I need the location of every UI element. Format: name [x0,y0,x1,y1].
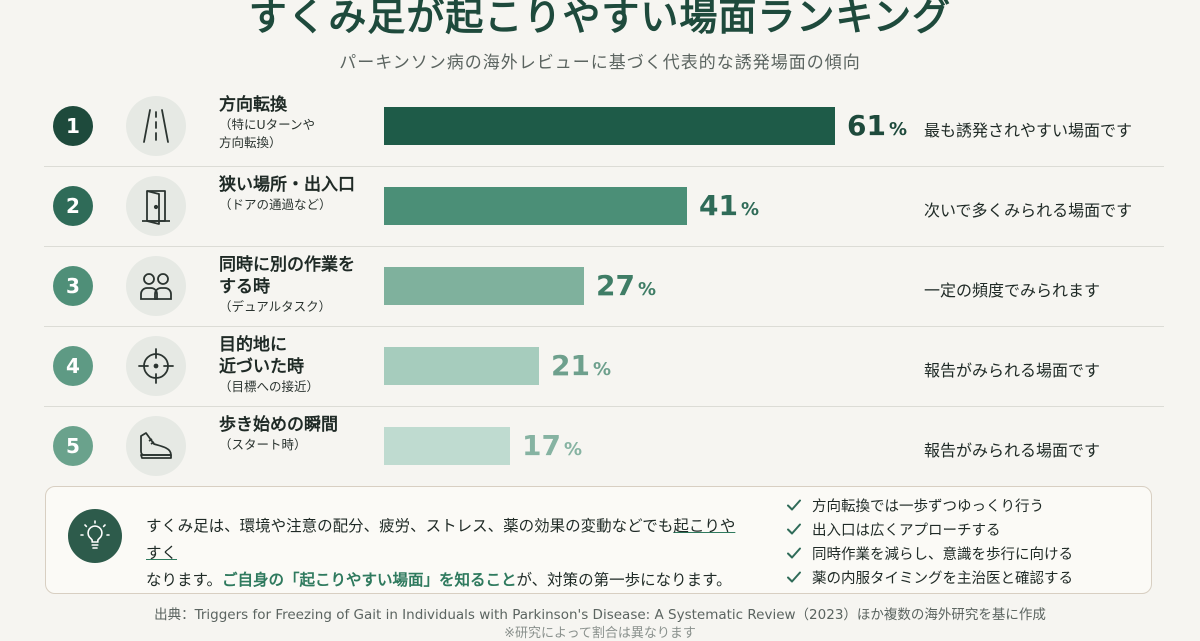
scene-description: 報告がみられる場面です [924,441,1101,460]
people-icon [126,256,186,316]
ranking-row: 2 狭い場所・出入口 （ドアの通過など） 41% 次いで多くみられる場面です [44,167,1164,247]
tip-item: 同時作業を減らし、意識を歩行に向ける [786,541,1146,565]
scene-subtitle: （特にUターンや [219,117,316,132]
scene-subtitle: 方向転換） [219,135,282,150]
footnote: ※研究によって割合は異なります [504,626,696,641]
scene-description: 次いで多くみられる場面です [924,201,1133,220]
bar [384,187,687,225]
scene-label: 同時に別の作業を する時 （デュアルタスク） [219,254,389,316]
target-icon [126,336,186,396]
data-label: 27% [596,269,656,302]
bar-area: 21% [384,347,944,385]
scene-description: 報告がみられる場面です [924,361,1101,380]
scene-title: 同時に別の作業を [219,255,355,275]
scene-label: 狭い場所・出入口 （ドアの通過など） [219,174,389,214]
bar [384,107,835,145]
data-label: 17% [522,429,582,462]
note-text: すくみ足は、環境や注意の配分、疲労、ストレス、薬の効果の変動などでも起こりやすく… [146,513,746,594]
page-title: すくみ足が起こりやすい場面ランキング [248,0,952,39]
check-icon [787,547,801,559]
scene-subtitle: （スタート時） [219,437,307,452]
data-label-value: 27 [596,269,635,302]
bar [384,427,510,465]
scene-subtitle: （目標への接近） [219,379,320,394]
check-icon [787,499,801,511]
note-highlight: ご自身の「起こりやすい場面」を知ること [221,571,517,589]
scene-subtitle: （デュアルタスク） [219,299,332,314]
rank-badge: 5 [53,426,93,466]
tip-item: 方向転換では一歩ずつゆっくり行う [786,493,1146,517]
data-label: 41% [699,189,759,222]
tip-item: 出入口は広くアプローチする [786,517,1146,541]
check-icon [787,523,801,535]
tip-item: 薬の内服タイミングを主治医と確認する [786,565,1146,589]
ranking-chart: 1 方向転換 （特にUターンや 方向転換） 61% 最も誘発されやすい場面です 2 狭い場所・… [44,87,1164,486]
data-label-unit: % [563,439,583,460]
bar [384,347,539,385]
tip-text: 同時作業を減らし、意識を歩行に向ける [812,546,1073,563]
data-label-unit: % [740,199,760,220]
data-label-unit: % [637,279,657,300]
scene-label: 歩き始めの瞬間 （スタート時） [219,414,389,454]
rank-badge: 2 [53,186,93,226]
page-subtitle: パーキンソン病の海外レビューに基づく代表的な誘発場面の傾向 [339,53,861,73]
data-label-value: 21 [551,349,590,382]
check-icon [787,571,801,583]
source-citation: 出典：Triggers for Freezing of Gait in Indi… [154,607,1046,623]
scene-title-line2: する時 [219,277,270,297]
data-label-value: 41 [699,189,738,222]
scene-label: 方向転換 （特にUターンや 方向転換） [219,94,389,152]
bar-area: 17% [384,427,944,465]
data-label-unit: % [592,359,612,380]
door-icon [126,176,186,236]
scene-title-line2: 近づいた時 [219,357,304,377]
scene-title: 歩き始めの瞬間 [219,415,338,435]
tip-text: 出入口は広くアプローチする [812,522,1001,539]
data-label-value: 61 [847,109,886,142]
scene-title: 方向転換 [219,95,287,115]
ranking-row: 4 目的地に 近づいた時 （目標への接近） 21% 報告がみられる場面です [44,327,1164,407]
road-icon [126,96,186,156]
scene-label: 目的地に 近づいた時 （目標への接近） [219,334,389,396]
tip-box: すくみ足は、環境や注意の配分、疲労、ストレス、薬の効果の変動などでも起こりやすく… [45,486,1152,594]
bar-area: 27% [384,267,944,305]
tip-text: 薬の内服タイミングを主治医と確認する [812,570,1073,587]
bar [384,267,584,305]
data-label: 21% [551,349,611,382]
tips-list: 方向転換では一歩ずつゆっくり行う 出入口は広くアプローチする同時作業を減らし、意識… [786,493,1146,589]
rank-badge: 3 [53,266,93,306]
ranking-row: 1 方向転換 （特にUターンや 方向転換） 61% 最も誘発されやすい場面です [44,87,1164,167]
data-label-value: 17 [522,429,561,462]
rank-badge: 4 [53,346,93,386]
ranking-row: 5 歩き始めの瞬間 （スタート時） 17% 報告がみられる場面です [44,407,1164,486]
scene-subtitle: （ドアの通過など） [219,197,332,212]
lightbulb-icon [68,509,122,563]
ranking-row: 3 同時に別の作業を する時 （デュアルタスク） 27% 一定の頻度でみられます [44,247,1164,327]
note-line1-underline: 起こりやすく [146,517,736,562]
scene-description: 一定の頻度でみられます [924,281,1101,300]
bar-area: 41% [384,187,944,225]
note-line2-end: が、対策の第一歩になります。 [516,571,732,589]
tip-text: 方向転換では一歩ずつゆっくり行う [812,498,1044,515]
note-line2-start: なります。 [146,571,222,589]
bar-area: 61% [384,107,944,145]
scene-title: 目的地に [219,335,287,355]
scene-description: 最も誘発されやすい場面です [924,121,1133,140]
rank-badge: 1 [53,106,93,146]
shoe-icon [126,416,186,476]
note-line1: すくみ足は、環境や注意の配分、疲労、ストレス、薬の効果の変動などでも [146,517,674,535]
data-label: 61% [847,109,907,142]
scene-title: 狭い場所・出入口 [219,175,355,195]
data-label-unit: % [888,119,908,140]
